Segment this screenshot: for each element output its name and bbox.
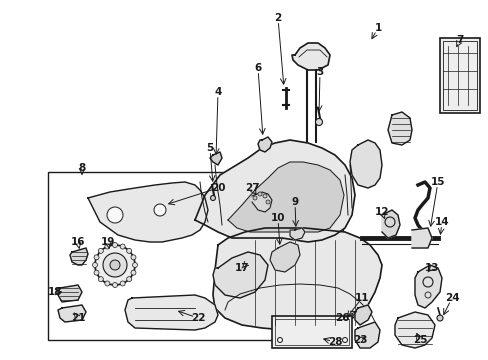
Circle shape [154, 204, 165, 216]
Circle shape [98, 276, 103, 282]
Polygon shape [394, 312, 434, 348]
Text: 11: 11 [354, 293, 368, 303]
Circle shape [132, 262, 137, 267]
Polygon shape [88, 182, 207, 242]
Circle shape [436, 315, 442, 321]
Text: 14: 14 [434, 217, 448, 227]
Text: 18: 18 [48, 287, 62, 297]
Bar [274, 319, 348, 345]
Polygon shape [195, 140, 354, 242]
Text: 9: 9 [291, 197, 298, 207]
Polygon shape [258, 137, 271, 152]
Polygon shape [251, 192, 271, 212]
Polygon shape [291, 43, 329, 70]
Polygon shape [125, 295, 218, 330]
Text: 4: 4 [214, 87, 221, 97]
Text: 20: 20 [210, 183, 225, 193]
Text: 10: 10 [270, 213, 285, 223]
Polygon shape [269, 242, 299, 272]
Circle shape [258, 192, 262, 196]
Circle shape [210, 195, 215, 201]
Circle shape [120, 281, 125, 286]
Bar [271, 316, 351, 348]
Circle shape [112, 283, 117, 288]
Text: 13: 13 [424, 263, 438, 273]
Circle shape [265, 200, 269, 204]
Text: 28: 28 [327, 337, 342, 347]
Circle shape [110, 260, 120, 270]
Circle shape [104, 281, 110, 286]
Circle shape [112, 243, 117, 248]
Text: 27: 27 [244, 183, 259, 193]
Text: 15: 15 [430, 177, 445, 187]
Polygon shape [58, 285, 82, 302]
Text: 16: 16 [71, 237, 85, 247]
Circle shape [126, 248, 131, 253]
Circle shape [120, 244, 125, 249]
Circle shape [94, 270, 99, 275]
Polygon shape [70, 248, 88, 265]
Text: 8: 8 [78, 163, 85, 173]
Polygon shape [209, 152, 222, 165]
Polygon shape [414, 265, 441, 308]
Polygon shape [227, 162, 343, 232]
Circle shape [126, 276, 131, 282]
Polygon shape [387, 112, 411, 145]
Polygon shape [411, 228, 431, 248]
Polygon shape [354, 322, 379, 348]
Text: 7: 7 [455, 35, 463, 45]
Text: 2: 2 [274, 13, 281, 23]
Text: 6: 6 [254, 63, 261, 73]
Bar [439, 38, 479, 113]
Polygon shape [289, 228, 305, 240]
Bar [442, 41, 476, 110]
Text: 12: 12 [374, 207, 388, 217]
Text: 21: 21 [71, 313, 85, 323]
Polygon shape [349, 140, 381, 188]
Circle shape [107, 207, 123, 223]
Polygon shape [381, 210, 399, 238]
Circle shape [131, 270, 136, 275]
Circle shape [98, 248, 103, 253]
Circle shape [92, 262, 97, 267]
Text: 19: 19 [101, 237, 115, 247]
Text: 17: 17 [234, 263, 249, 273]
Text: 25: 25 [412, 335, 427, 345]
Circle shape [103, 253, 127, 277]
Circle shape [104, 244, 110, 249]
Text: 22: 22 [190, 313, 205, 323]
Text: 23: 23 [352, 335, 366, 345]
Polygon shape [213, 252, 267, 298]
Polygon shape [354, 305, 371, 325]
Text: 26: 26 [334, 313, 348, 323]
Text: 3: 3 [316, 67, 323, 77]
Text: 1: 1 [374, 23, 381, 33]
Circle shape [131, 255, 136, 260]
Circle shape [315, 118, 322, 126]
Polygon shape [213, 228, 381, 330]
Polygon shape [58, 305, 86, 322]
Text: 24: 24 [444, 293, 458, 303]
Circle shape [263, 194, 266, 198]
Circle shape [94, 255, 99, 260]
Circle shape [95, 245, 135, 285]
Text: 5: 5 [206, 143, 213, 153]
Bar [48, 172, 342, 340]
Circle shape [252, 196, 257, 200]
